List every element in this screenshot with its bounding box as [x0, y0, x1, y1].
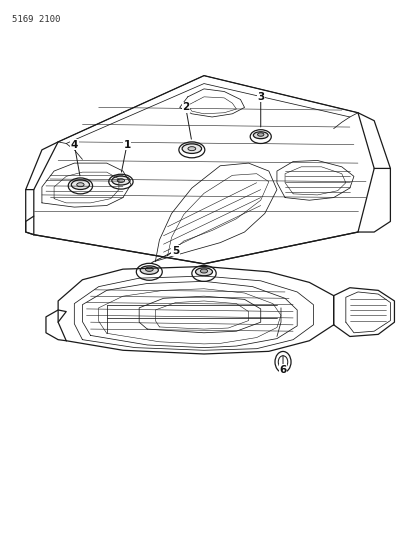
Ellipse shape [77, 183, 84, 187]
Ellipse shape [145, 267, 153, 271]
Text: 5169 2100: 5169 2100 [11, 14, 60, 23]
Ellipse shape [257, 133, 264, 136]
Text: 5: 5 [172, 246, 179, 256]
Text: 1: 1 [123, 140, 131, 150]
Ellipse shape [140, 266, 158, 274]
Text: 4: 4 [71, 140, 78, 150]
Ellipse shape [200, 269, 208, 273]
Ellipse shape [195, 268, 213, 276]
Ellipse shape [188, 147, 196, 151]
Ellipse shape [112, 176, 130, 185]
Ellipse shape [117, 179, 124, 182]
Text: 6: 6 [279, 365, 287, 375]
Text: 2: 2 [182, 102, 189, 112]
Ellipse shape [253, 132, 268, 139]
Ellipse shape [182, 144, 202, 154]
Text: 3: 3 [257, 92, 264, 102]
Ellipse shape [71, 180, 89, 190]
